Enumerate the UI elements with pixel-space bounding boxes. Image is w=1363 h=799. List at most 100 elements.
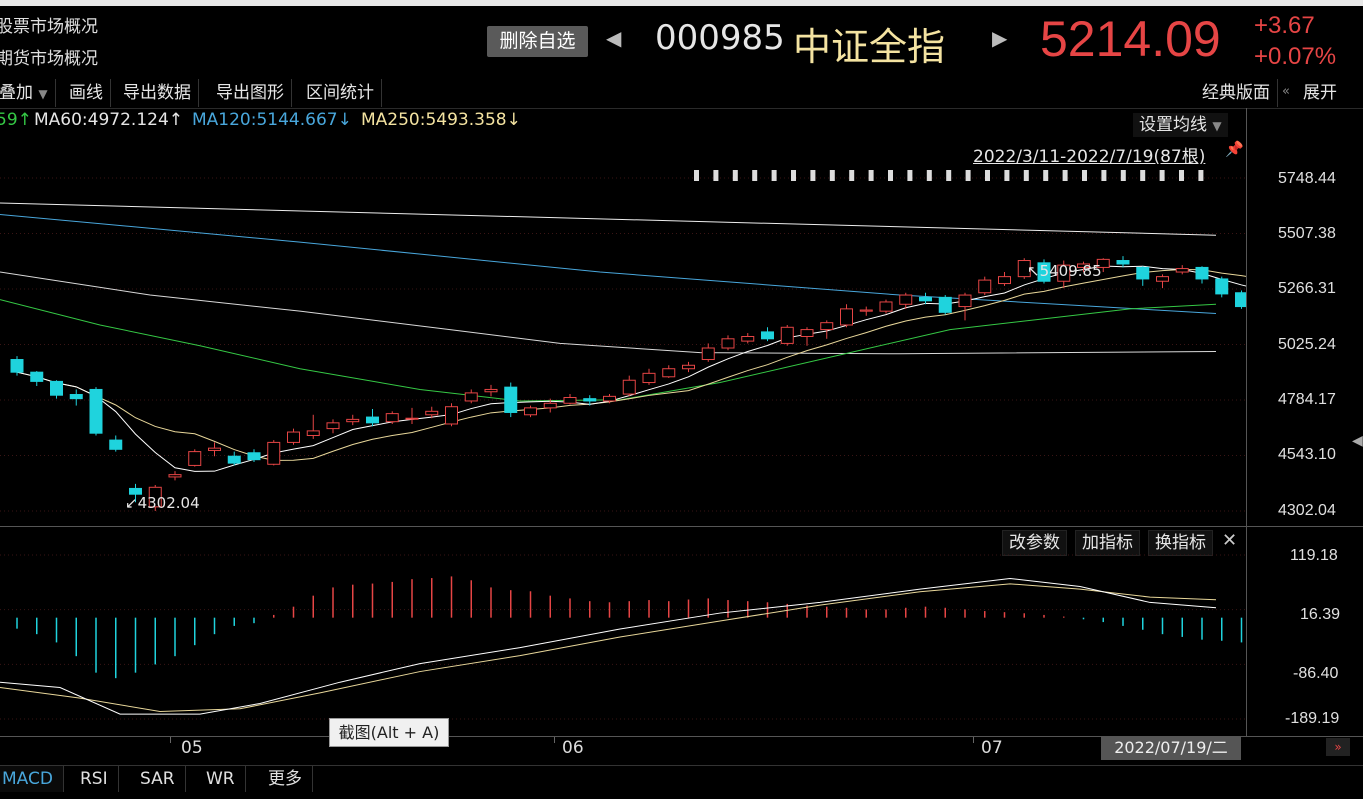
price-axis-label: 4302.04 xyxy=(1278,502,1336,519)
marker-dot xyxy=(1082,170,1087,181)
candle-body xyxy=(800,329,814,337)
nav-stock-overview[interactable]: 股票市场概况 xyxy=(0,17,98,37)
candle-body xyxy=(129,487,142,495)
marker-dot xyxy=(791,170,796,181)
ma30-line xyxy=(0,299,1217,402)
marker-dot xyxy=(1140,170,1146,181)
ma250-line xyxy=(0,202,1217,236)
marker-dot xyxy=(1159,170,1165,181)
high-value: 5409.85 xyxy=(1039,262,1102,280)
marker-dot xyxy=(1101,170,1107,181)
candle-body xyxy=(938,296,952,313)
candle-body xyxy=(978,279,992,294)
candle-body xyxy=(445,406,458,425)
candlestick-chart[interactable] xyxy=(0,108,1246,526)
dif-line xyxy=(0,577,1217,715)
month-label: 07 xyxy=(981,738,1003,758)
candle-body xyxy=(267,441,281,465)
arrow-icon: ↖ xyxy=(1027,262,1040,280)
month-label: 05 xyxy=(181,738,203,758)
marker-dot xyxy=(771,170,777,181)
price-axis-label: 5266.31 xyxy=(1278,280,1336,297)
price-axis-label: 4543.10 xyxy=(1278,446,1336,463)
month-label: 06 xyxy=(562,738,584,758)
candle-body xyxy=(227,455,241,464)
prev-arrow-icon[interactable]: ◀ xyxy=(606,26,622,50)
pin-icon[interactable]: 📌 xyxy=(1225,140,1244,158)
candle-body xyxy=(10,359,24,373)
candle-body xyxy=(109,439,123,450)
candle-body xyxy=(682,364,695,370)
candle-body xyxy=(603,395,616,402)
marker-dot xyxy=(849,170,855,181)
candle-body xyxy=(1215,278,1229,295)
candle-body xyxy=(366,416,379,424)
marker-dot xyxy=(829,170,835,181)
classic-layout-button[interactable]: 经典版面 xyxy=(1195,79,1278,107)
month-tick xyxy=(170,737,171,743)
candle-body xyxy=(642,372,656,384)
marker-dot xyxy=(868,170,874,181)
tab-wr[interactable]: WR xyxy=(196,766,246,792)
candle-body xyxy=(662,368,676,378)
marker-dot xyxy=(1120,170,1126,181)
marker-dot xyxy=(732,170,738,181)
cursor-date: 2022/07/19/二 xyxy=(1101,736,1241,760)
set-ma-button[interactable]: 设置均线 ▼ xyxy=(1133,113,1228,137)
price-axis-label: 4784.17 xyxy=(1278,391,1336,408)
expand-button[interactable]: 展开 xyxy=(1303,83,1337,103)
candle-body xyxy=(346,418,360,423)
month-tick xyxy=(973,737,974,743)
candle-body xyxy=(1136,266,1150,280)
range-stats-button[interactable]: 区间统计 xyxy=(299,79,382,107)
screenshot-tooltip: 截图(Alt + A) xyxy=(329,718,449,747)
fast-forward-icon[interactable]: » xyxy=(1326,738,1350,756)
tab-sar[interactable]: SAR xyxy=(130,766,186,792)
month-tick xyxy=(554,737,555,743)
candle-body xyxy=(958,294,972,308)
next-arrow-icon[interactable]: ▶ xyxy=(992,26,1008,50)
tab-macd[interactable]: MACD xyxy=(0,766,64,792)
export-data-button[interactable]: 导出数据 xyxy=(116,79,199,107)
ma30-value: 59↑ xyxy=(0,110,32,130)
price-axis-label: 5025.24 xyxy=(1278,336,1336,353)
chevron-down-icon: ▼ xyxy=(1212,119,1222,133)
export-chart-button[interactable]: 导出图形 xyxy=(209,79,292,107)
delete-watchlist-button[interactable]: 删除自选 xyxy=(487,26,588,57)
macd-axis-label: 16.39 xyxy=(1300,606,1341,623)
collapse-arrow-icon[interactable]: ◀ xyxy=(1352,433,1363,449)
ma60-value: MA60:4972.124↑ xyxy=(34,110,184,130)
close-icon[interactable]: ✕ xyxy=(1222,530,1238,551)
range-label: 2022/3/11-2022/7/19(87根) xyxy=(973,147,1206,167)
macd-chart[interactable] xyxy=(0,527,1246,736)
tab-more[interactable]: 更多 xyxy=(258,766,313,792)
draw-line-button[interactable]: 画线 xyxy=(62,79,111,107)
candle-body xyxy=(1235,292,1246,308)
candle-body xyxy=(741,335,755,342)
candle-body xyxy=(484,388,498,393)
price-axis-label: 5748.44 xyxy=(1278,170,1336,187)
candle-body xyxy=(30,371,44,382)
overlay-dropdown[interactable]: 叠加 ▼ xyxy=(0,79,56,107)
candle-body xyxy=(1077,263,1090,268)
candle-body xyxy=(1096,258,1110,268)
tab-rsi[interactable]: RSI xyxy=(70,766,119,792)
edit-params-button[interactable]: 改参数 xyxy=(1002,530,1067,556)
ma60-line xyxy=(0,271,1217,355)
marker-dot xyxy=(1004,170,1010,181)
ma250-value: MA250:5493.358↓ xyxy=(361,110,521,130)
candle-body xyxy=(425,410,439,416)
add-indicator-button[interactable]: 加指标 xyxy=(1075,530,1140,556)
axis-divider xyxy=(1246,108,1247,736)
nav-futures-overview[interactable]: 期货市场概况 xyxy=(0,49,98,69)
candle-body xyxy=(721,338,735,349)
candle-body xyxy=(89,388,103,434)
candle-body xyxy=(879,301,893,312)
candle-body xyxy=(899,294,913,305)
ma10-line xyxy=(16,269,1246,461)
chart-toolbar xyxy=(0,78,1363,109)
candle-body xyxy=(1195,266,1209,280)
low-annotation: ↙4302.04 xyxy=(125,494,200,512)
candle-body xyxy=(69,394,83,400)
candle-body xyxy=(306,430,320,436)
